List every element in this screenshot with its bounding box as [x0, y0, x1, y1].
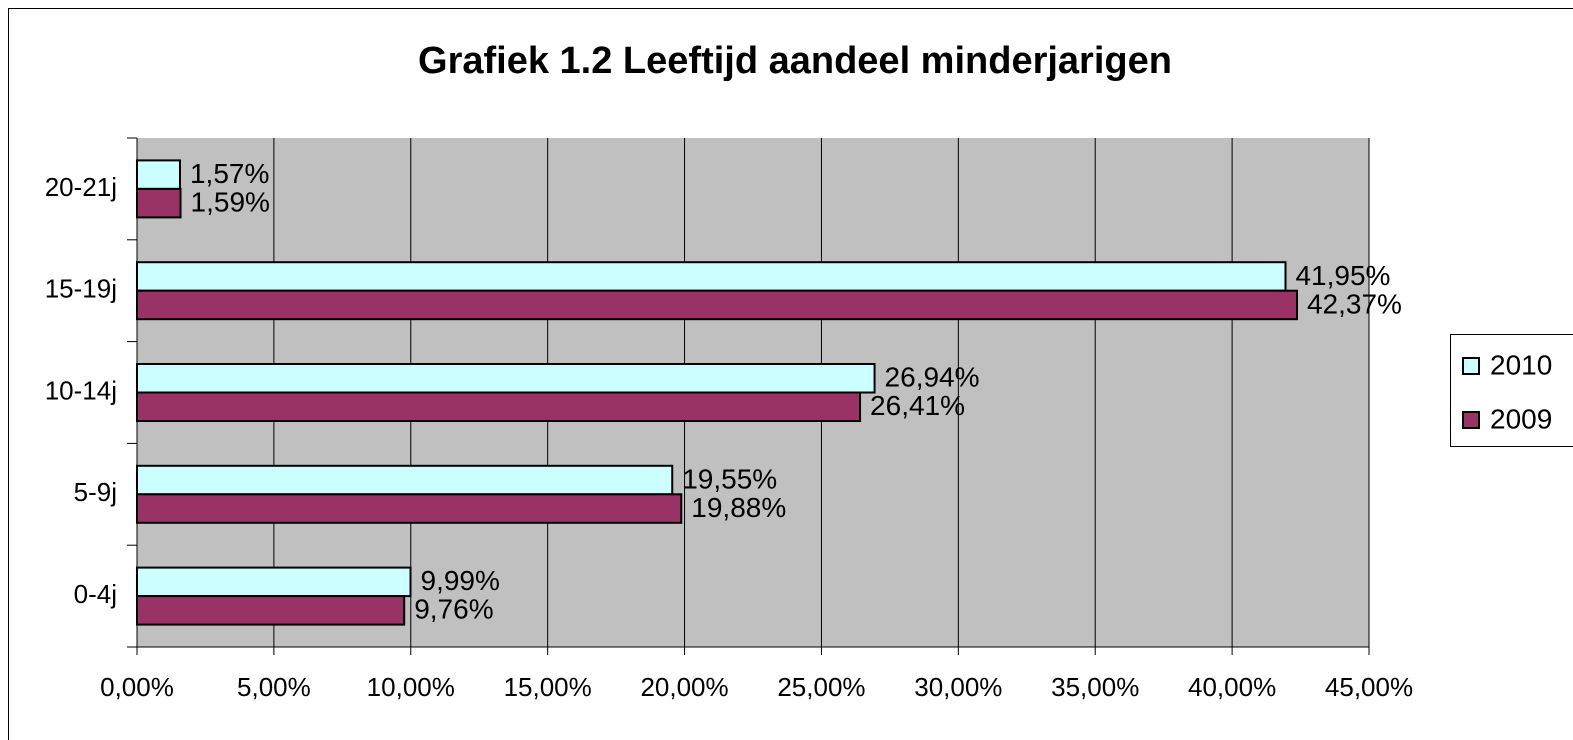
bar: [136, 187, 182, 219]
bar: [136, 261, 1287, 292]
y-tick-label: 15-19j: [45, 274, 117, 304]
value-label: 1,57%: [190, 158, 269, 189]
value-label: 9,99%: [421, 565, 500, 596]
legend-swatch: [1462, 357, 1480, 375]
bar: [136, 464, 674, 496]
legend-swatch: [1462, 411, 1480, 429]
x-tick-label: 0,00%: [100, 672, 174, 702]
x-tick-label: 5,00%: [237, 672, 311, 702]
value-label: 19,55%: [682, 463, 777, 494]
x-tick-label: 35,00%: [1051, 672, 1139, 702]
y-tick-label: 10-14j: [45, 375, 117, 405]
x-tick-label: 10,00%: [367, 672, 455, 702]
x-tick-label: 25,00%: [777, 672, 865, 702]
x-tick-label: 40,00%: [1188, 672, 1276, 702]
x-tick-label: 15,00%: [504, 672, 592, 702]
y-tick-label: 5-9j: [74, 477, 117, 507]
legend: [1450, 334, 1573, 447]
legend-label: 2010: [1490, 349, 1552, 380]
x-tick-label: 45,00%: [1325, 672, 1413, 702]
bar: [136, 363, 876, 394]
bar: [136, 159, 181, 190]
bar: [136, 595, 406, 626]
value-label: 19,88%: [691, 492, 786, 523]
bar: [136, 493, 683, 524]
value-label: 9,76%: [414, 594, 493, 625]
value-label: 26,41%: [870, 390, 965, 421]
x-tick-label: 30,00%: [914, 672, 1002, 702]
value-label: 1,59%: [191, 187, 270, 218]
chart-title: Grafiek 1.2 Leeftijd aandeel minderjarig…: [418, 40, 1172, 82]
y-tick-label: 20-21j: [45, 172, 117, 202]
x-tick-label: 20,00%: [640, 672, 728, 702]
value-label: 41,95%: [1295, 260, 1390, 291]
bar: [136, 391, 862, 422]
value-label: 42,37%: [1307, 288, 1402, 319]
y-tick-label: 0-4j: [74, 579, 117, 609]
bar: [136, 289, 1298, 321]
value-label: 26,94%: [885, 362, 980, 393]
bar: [136, 566, 412, 598]
legend-label: 2009: [1490, 403, 1552, 434]
